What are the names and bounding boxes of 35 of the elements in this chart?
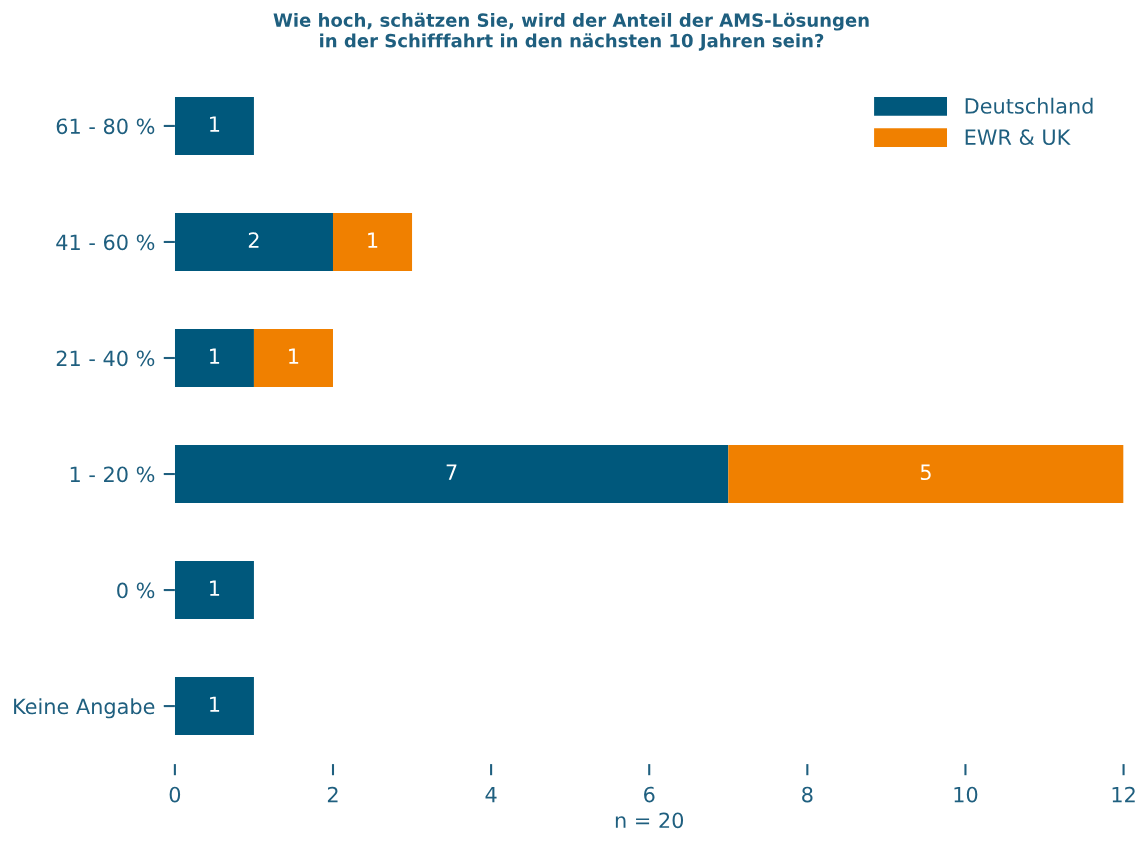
x-tick-label: 0 — [169, 786, 181, 803]
bar — [332, 212, 413, 271]
y-tick-label: 21 - 40 % — [56, 350, 155, 367]
bar — [174, 677, 254, 736]
data-label: 1 — [210, 580, 220, 596]
bar — [174, 96, 254, 155]
data-label: 7 — [446, 464, 457, 480]
x-tick-label: 2 — [327, 786, 338, 803]
data-label: 1 — [289, 348, 299, 364]
y-tick-label: 0 % — [117, 582, 155, 599]
bar — [174, 561, 254, 620]
x-tick-label: 10 — [954, 786, 978, 803]
bar — [253, 328, 333, 387]
y-tick-label: 41 - 60 % — [56, 234, 155, 251]
y-tick-label: Keine Angabe — [14, 698, 155, 719]
data-label: 1 — [210, 348, 220, 364]
data-label: 5 — [920, 464, 931, 481]
x-tick-label: 12 — [1112, 786, 1135, 803]
x-tick-label: 4 — [485, 786, 497, 803]
data-label: 1 — [210, 116, 220, 132]
x-tick-label: 8 — [802, 786, 813, 803]
bar — [174, 328, 254, 387]
y-tick-label: 1 - 20 % — [70, 466, 155, 483]
bar — [728, 445, 1124, 504]
data-label: 2 — [248, 232, 259, 248]
x-axis-title: n = 20 — [615, 812, 684, 829]
bar — [174, 445, 729, 504]
chart-title: Wie hoch, schätzen Sie, wird der Anteil der AMS-Lösungen in der Schifffahrt in den nächsten 10 Jahren sein? — [273, 12, 869, 51]
bar — [174, 212, 333, 271]
legend-label: EWR & UK — [965, 129, 1071, 146]
y-tick-label: 61 - 80 % — [56, 118, 155, 135]
legend-label: Deutschland — [965, 97, 1093, 114]
x-tick-label: 6 — [644, 786, 655, 803]
data-label: 1 — [368, 232, 378, 248]
data-label: 1 — [210, 696, 220, 712]
